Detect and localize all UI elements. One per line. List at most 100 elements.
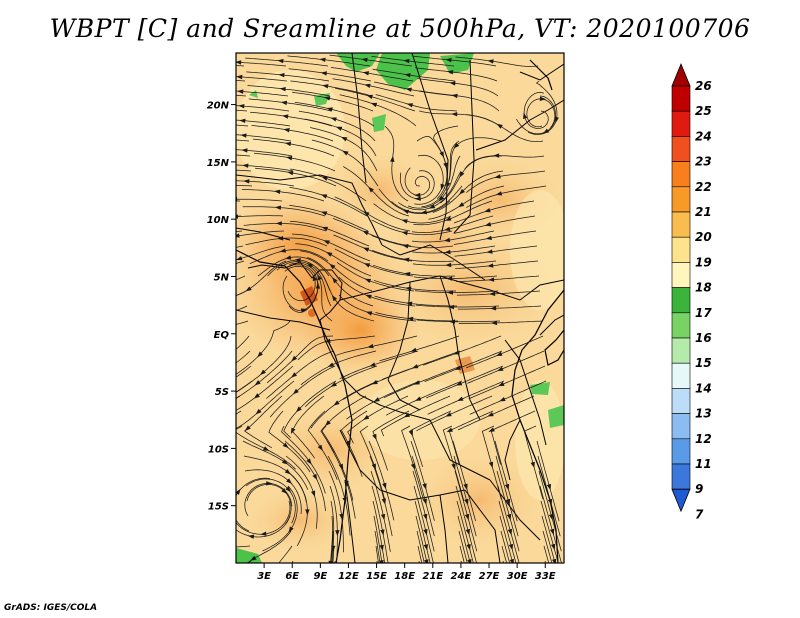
- streamline: [455, 485, 477, 563]
- lon-label: 3E: [257, 571, 271, 582]
- streamline: [304, 365, 378, 407]
- streamline: [371, 219, 453, 236]
- streamline-arrow: [407, 316, 414, 322]
- streamline: [457, 305, 542, 310]
- streamline: [307, 257, 374, 307]
- streamline-arrow: [509, 558, 514, 563]
- streamline-arrow: [403, 412, 411, 418]
- streamline: [236, 380, 295, 429]
- streamline-arrow: [245, 286, 252, 292]
- streamline: [242, 206, 326, 217]
- streamline-arrow: [338, 463, 344, 470]
- streamline: [543, 545, 550, 563]
- streamline-arrow: [411, 364, 419, 369]
- streamline: [334, 248, 414, 277]
- streamline: [289, 187, 368, 217]
- streamline: [245, 237, 328, 247]
- streamline: [417, 78, 499, 97]
- lat-label: EQ: [214, 330, 230, 341]
- streamline-arrow: [326, 107, 333, 112]
- colorbar-min-arrow: [671, 488, 691, 513]
- streamline-arrow: [244, 425, 251, 431]
- colorbar-swatch: [671, 236, 691, 263]
- streamline-arrow: [467, 559, 472, 563]
- streamline-arrow: [505, 498, 511, 506]
- streamline: [329, 54, 413, 67]
- streamline: [376, 560, 378, 563]
- streamline: [465, 114, 544, 142]
- colorbar-swatch: [671, 413, 691, 440]
- streamline-arrow: [278, 73, 285, 78]
- streamline: [371, 55, 455, 67]
- streamline-arrow: [306, 262, 314, 269]
- streamline-arrow: [406, 103, 414, 108]
- streamline: [251, 125, 334, 142]
- streamline-arrow: [443, 237, 451, 243]
- streamline-arrow: [364, 83, 371, 88]
- streamline: [457, 395, 535, 431]
- streamline-arrow: [494, 174, 501, 179]
- streamline: [456, 290, 541, 296]
- streamline: [372, 500, 386, 563]
- streamline: [371, 235, 454, 249]
- streamline: [416, 136, 448, 199]
- streamline-arrow: [447, 290, 454, 295]
- streamline: [375, 545, 379, 563]
- streamline-arrow: [423, 528, 428, 536]
- streamline: [498, 500, 517, 563]
- streamline: [539, 485, 562, 563]
- streamline: [284, 266, 316, 302]
- streamline-arrow: [443, 162, 448, 170]
- streamline-arrow: [323, 96, 331, 101]
- streamline: [384, 126, 409, 202]
- streamline-arrow: [490, 306, 497, 311]
- streamline-arrow: [266, 481, 273, 486]
- streamline-arrow: [288, 526, 294, 533]
- streamline: [371, 485, 389, 563]
- streamline: [412, 260, 497, 266]
- streamline-arrow: [274, 205, 282, 210]
- streamline: [494, 440, 518, 522]
- green-region: [336, 53, 380, 72]
- streamline-arrow: [413, 380, 420, 385]
- streamline: [241, 189, 325, 202]
- streamline-arrow: [373, 397, 380, 402]
- streamline-arrow: [447, 69, 454, 75]
- streamline: [380, 395, 451, 437]
- streamline: [516, 95, 556, 135]
- streamline-arrow: [423, 544, 428, 551]
- streamline-arrow: [362, 247, 370, 252]
- streamline-arrow: [283, 127, 290, 133]
- streamline-arrow: [263, 446, 270, 451]
- streamline: [286, 470, 308, 546]
- streamline: [287, 55, 371, 67]
- streamline-arrow: [404, 73, 411, 78]
- streamline-arrow: [250, 555, 257, 561]
- streamline: [247, 85, 331, 97]
- streamline-arrow: [488, 427, 495, 432]
- streamline: [466, 335, 544, 369]
- colorbar-swatch: [671, 110, 691, 137]
- streamline: [414, 290, 499, 293]
- streamline: [310, 380, 379, 429]
- streamline-arrow: [448, 304, 455, 310]
- streamline-arrow: [277, 58, 284, 64]
- streamline: [454, 245, 538, 257]
- streamline-arrow: [446, 276, 453, 281]
- streamline-arrow: [463, 483, 468, 490]
- streamline: [292, 91, 374, 112]
- coastlines: [236, 59, 564, 563]
- colorbar-label: 12: [695, 432, 712, 446]
- streamline: [236, 290, 247, 296]
- streamline-arrow: [257, 351, 263, 358]
- colorbar-label: 26: [695, 79, 712, 93]
- streamline-arrow: [496, 123, 503, 129]
- streamline: [453, 215, 536, 234]
- streamline-arrow: [369, 362, 376, 367]
- streamline-arrow: [405, 87, 412, 92]
- streamline-arrow: [323, 240, 330, 245]
- streamline: [334, 196, 411, 232]
- streamline-arrow: [499, 396, 506, 402]
- streamline: [523, 425, 544, 500]
- streamline-arrow: [321, 226, 329, 232]
